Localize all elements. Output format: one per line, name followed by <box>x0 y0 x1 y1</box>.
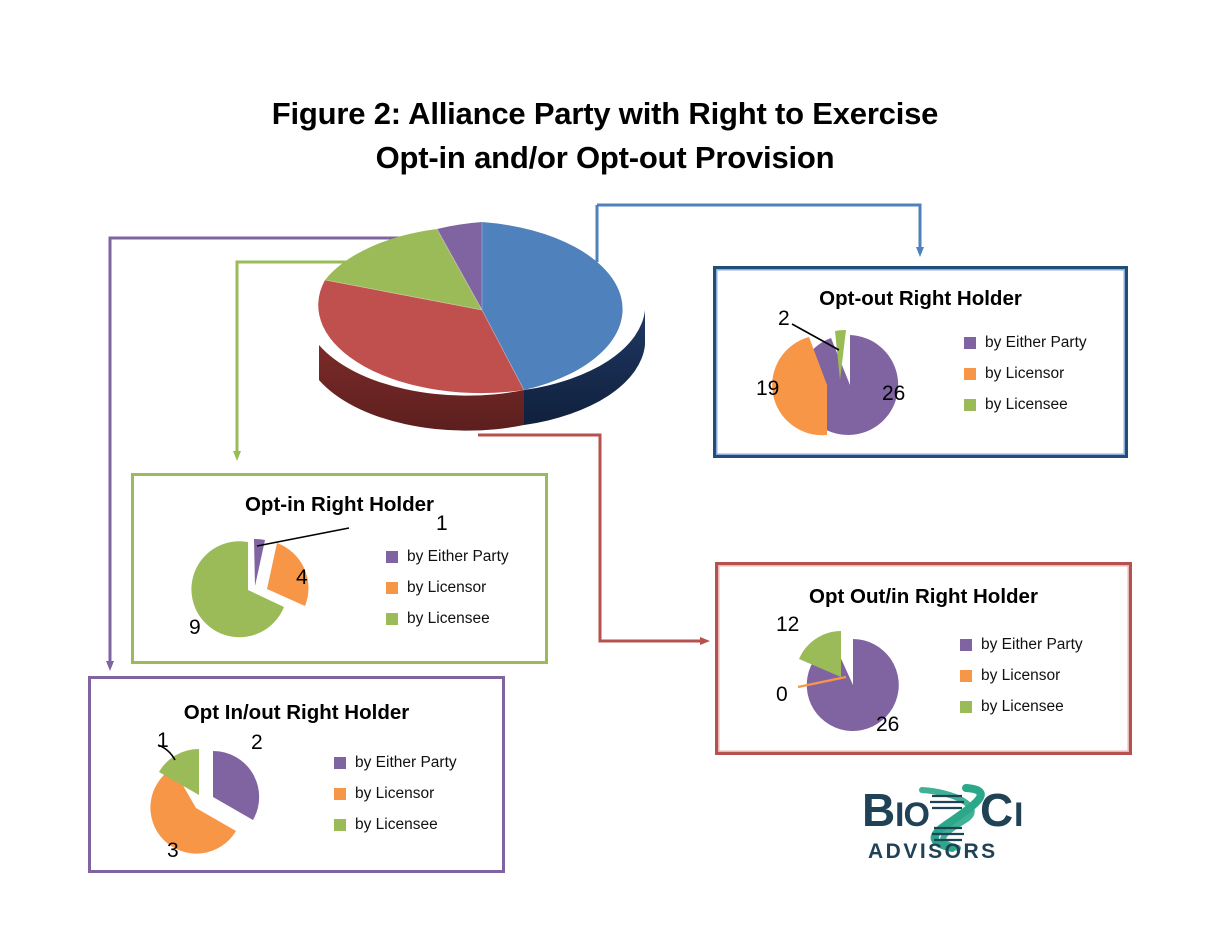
legend-item-licensee: by Licensee <box>964 396 1087 413</box>
legend-label-licensee: by Licensee <box>355 816 438 833</box>
pie-chart-opt-out <box>772 323 899 436</box>
value-label-licensor-opt-in: 4 <box>296 566 308 589</box>
title-line-2: Opt-in and/or Opt-out Provision <box>375 140 835 175</box>
value-label-licensor-opt-out: 19 <box>756 377 780 400</box>
legend-item-either-party: by Either Party <box>964 334 1087 351</box>
value-label-licensee-opt-in-out: 1 <box>157 729 169 752</box>
legend-opt-out-in: by Either Party by Licensor by Licensee <box>960 636 1083 730</box>
legend-item-licensor: by Licensor <box>960 667 1083 684</box>
connector-optout <box>597 203 924 257</box>
legend-swatch-licensee <box>964 399 976 411</box>
legend-label-licensor: by Licensor <box>981 667 1061 684</box>
legend-item-licensee: by Licensee <box>334 816 457 833</box>
legend-swatch-licensor <box>386 582 398 594</box>
panel-title-opt-in-out: Opt In/out Right Holder <box>183 701 410 724</box>
legend-item-licensor: by Licensor <box>334 785 457 802</box>
logo-io: IO <box>895 796 929 834</box>
legend-item-licensor: by Licensor <box>964 365 1087 382</box>
legend-label-licensor: by Licensor <box>985 365 1065 382</box>
connector-optoutin <box>478 433 710 645</box>
legend-item-either-party: by Either Party <box>334 754 457 771</box>
pie-chart-opt-in-out <box>150 744 260 854</box>
legend-label-licensee: by Licensee <box>985 396 1068 413</box>
value-label-either-party-opt-in: 1 <box>436 512 448 535</box>
main-3d-pie-chart <box>318 222 645 431</box>
legend-item-licensee: by Licensee <box>386 610 509 627</box>
value-label-licensor-opt-in-out: 3 <box>167 839 179 862</box>
legend-label-licensee: by Licensee <box>981 698 1064 715</box>
connector-optin <box>233 260 388 461</box>
legend-label-either-party: by Either Party <box>407 548 509 565</box>
legend-item-licensor: by Licensor <box>386 579 509 596</box>
logo-i: I <box>1014 796 1022 834</box>
logo-tagline: ADVISORS <box>868 840 998 863</box>
legend-label-licensor: by Licensor <box>355 785 435 802</box>
legend-opt-in: by Either Party by Licensor by Licensee <box>386 548 509 642</box>
connector-optinout <box>106 236 475 671</box>
legend-opt-out: by Either Party by Licensor by Licensee <box>964 334 1087 428</box>
value-label-licensor-opt-out-in: 0 <box>776 683 788 706</box>
value-label-either-party-opt-out-in: 26 <box>876 713 900 736</box>
legend-swatch-either-party <box>964 337 976 349</box>
legend-swatch-licensor <box>334 788 346 800</box>
legend-label-either-party: by Either Party <box>985 334 1087 351</box>
legend-label-licensor: by Licensor <box>407 579 487 596</box>
pie-chart-opt-in <box>191 527 350 638</box>
dna-helix-icon <box>919 784 985 852</box>
panel-opt-in-out-right-holder: Opt In/out Right Holder 1 2 3 by Either … <box>88 676 505 873</box>
legend-swatch-licensee <box>960 701 972 713</box>
panel-title-opt-in: Opt-in Right Holder <box>244 493 435 516</box>
legend-item-licensee: by Licensee <box>960 698 1083 715</box>
legend-item-either-party: by Either Party <box>386 548 509 565</box>
legend-swatch-licensor <box>960 670 972 682</box>
legend-swatch-licensee <box>386 613 398 625</box>
legend-label-either-party: by Either Party <box>355 754 457 771</box>
value-label-licensee-opt-out-in: 12 <box>776 613 800 636</box>
panel-title-opt-out: Opt-out Right Holder <box>819 287 1022 310</box>
pie-chart-opt-out-in <box>797 631 899 731</box>
legend-label-either-party: by Either Party <box>981 636 1083 653</box>
legend-swatch-either-party <box>386 551 398 563</box>
legend-label-licensee: by Licensee <box>407 610 490 627</box>
value-label-licensee-opt-in: 9 <box>189 616 201 639</box>
legend-swatch-either-party <box>334 757 346 769</box>
panel-opt-out-right-holder: Opt-out Right Holder 2 19 26 by Either P… <box>713 266 1128 458</box>
legend-swatch-licensee <box>334 819 346 831</box>
legend-item-either-party: by Either Party <box>960 636 1083 653</box>
value-label-either-party-opt-in-out: 2 <box>251 731 263 754</box>
logo-wordmark: B <box>862 784 894 836</box>
value-label-either-party-opt-out: 26 <box>882 382 906 405</box>
biosci-advisors-logo: B IO C I ADVISORS <box>862 784 1023 863</box>
panel-opt-in-right-holder: Opt-in Right Holder 1 4 9 by Either Part… <box>131 473 548 664</box>
logo-c: C <box>980 784 1012 836</box>
panel-opt-out-in-right-holder: Opt Out/in Right Holder 12 0 26 by Eithe… <box>715 562 1132 755</box>
value-label-licensee-opt-out: 2 <box>778 307 790 330</box>
title-line-1: Figure 2: Alliance Party with Right to E… <box>271 96 939 131</box>
panel-title-opt-out-in: Opt Out/in Right Holder <box>809 585 1038 608</box>
legend-swatch-licensor <box>964 368 976 380</box>
legend-opt-in-out: by Either Party by Licensor by Licensee <box>334 754 457 848</box>
page-title: Figure 2: Alliance Party with Right to E… <box>0 92 1210 180</box>
legend-swatch-either-party <box>960 639 972 651</box>
